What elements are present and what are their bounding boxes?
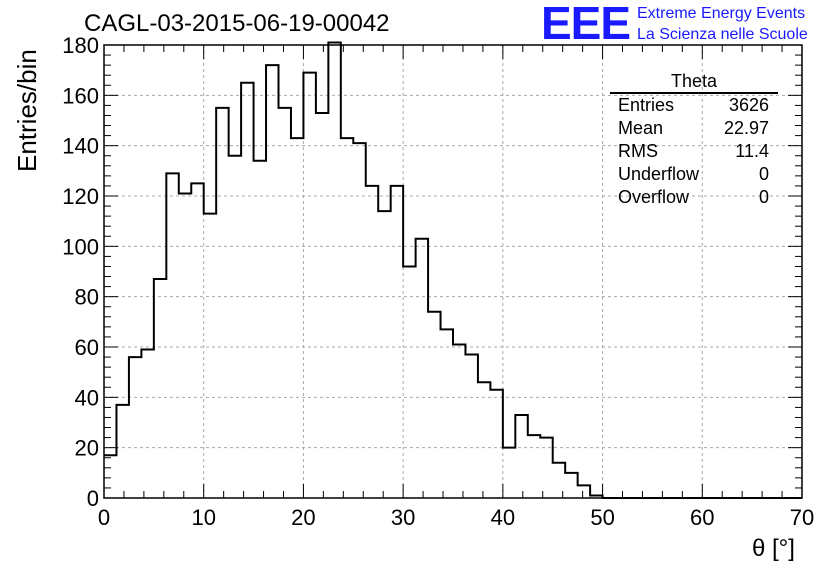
- plot-frame: [103, 44, 803, 499]
- x-tick-label: 50: [590, 505, 614, 530]
- stats-label: Entries: [618, 95, 675, 115]
- stats-title: Theta: [610, 71, 778, 94]
- stats-label: Overflow: [618, 187, 690, 207]
- eee-logo: EEE: [541, 0, 631, 49]
- x-tick-label: 20: [291, 505, 315, 530]
- logo-caption: Extreme Energy Events La Scienza nelle S…: [637, 3, 808, 45]
- y-tick-label: 140: [62, 134, 99, 159]
- x-tick-label: 70: [790, 505, 814, 530]
- stats-label: Mean: [618, 118, 664, 138]
- stats-label: RMS: [618, 141, 658, 161]
- stats-row-overflow: Overflow 0: [610, 186, 778, 209]
- stats-box: Theta Entries 3626 Mean 22.97 RMS 11.4 U…: [610, 71, 778, 209]
- y-tick-label: 20: [75, 436, 99, 461]
- x-tick-label: 0: [98, 505, 110, 530]
- y-tick-label: 120: [62, 184, 99, 209]
- stats-value: 22.97: [723, 118, 769, 138]
- stats-value: 0: [758, 164, 769, 184]
- stats-row-rms: RMS 11.4: [610, 140, 778, 163]
- stats-label: Underflow: [618, 164, 700, 184]
- x-tick-label: 60: [690, 505, 714, 530]
- x-tick-label: 10: [191, 505, 215, 530]
- stats-row-underflow: Underflow 0: [610, 163, 778, 186]
- y-tick-label: 80: [75, 285, 99, 310]
- y-tick-label: 40: [75, 385, 99, 410]
- stats-value: 0: [758, 187, 769, 207]
- chart-title: CAGL-03-2015-06-19-00042: [84, 10, 390, 37]
- x-tick-label: 40: [491, 505, 515, 530]
- y-tick-label: 60: [75, 335, 99, 360]
- y-tick-label: 0: [87, 486, 99, 511]
- y-axis-label: Entries/bin: [12, 49, 42, 172]
- stats-row-mean: Mean 22.97: [610, 117, 778, 140]
- stats-value: 11.4: [735, 141, 769, 161]
- logo-line-1: Extreme Energy Events: [637, 5, 806, 22]
- y-tick-label: 100: [62, 234, 99, 259]
- stats-row-entries: Entries 3626: [610, 94, 778, 117]
- y-tick-label: 160: [62, 83, 99, 108]
- x-tick-label: 30: [391, 505, 415, 530]
- y-tick-label: 180: [62, 33, 99, 58]
- logo-line-2: La Scienza nelle Scuole: [637, 26, 808, 43]
- stats-value: 3626: [728, 95, 769, 115]
- x-axis-label: θ [°]: [752, 535, 795, 562]
